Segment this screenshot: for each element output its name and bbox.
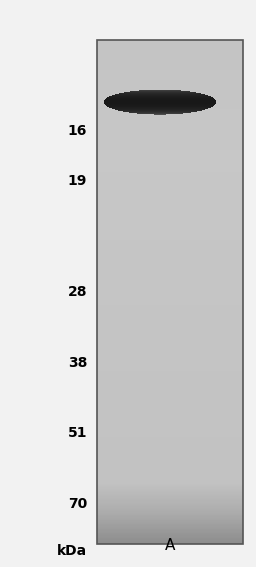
Text: kDa: kDa [57,544,87,558]
Text: 16: 16 [68,124,87,138]
Text: 38: 38 [68,356,87,370]
Text: 51: 51 [68,426,87,441]
Text: 28: 28 [68,285,87,299]
Text: A: A [165,538,175,553]
Text: 19: 19 [68,174,87,188]
Text: 70: 70 [68,497,87,511]
